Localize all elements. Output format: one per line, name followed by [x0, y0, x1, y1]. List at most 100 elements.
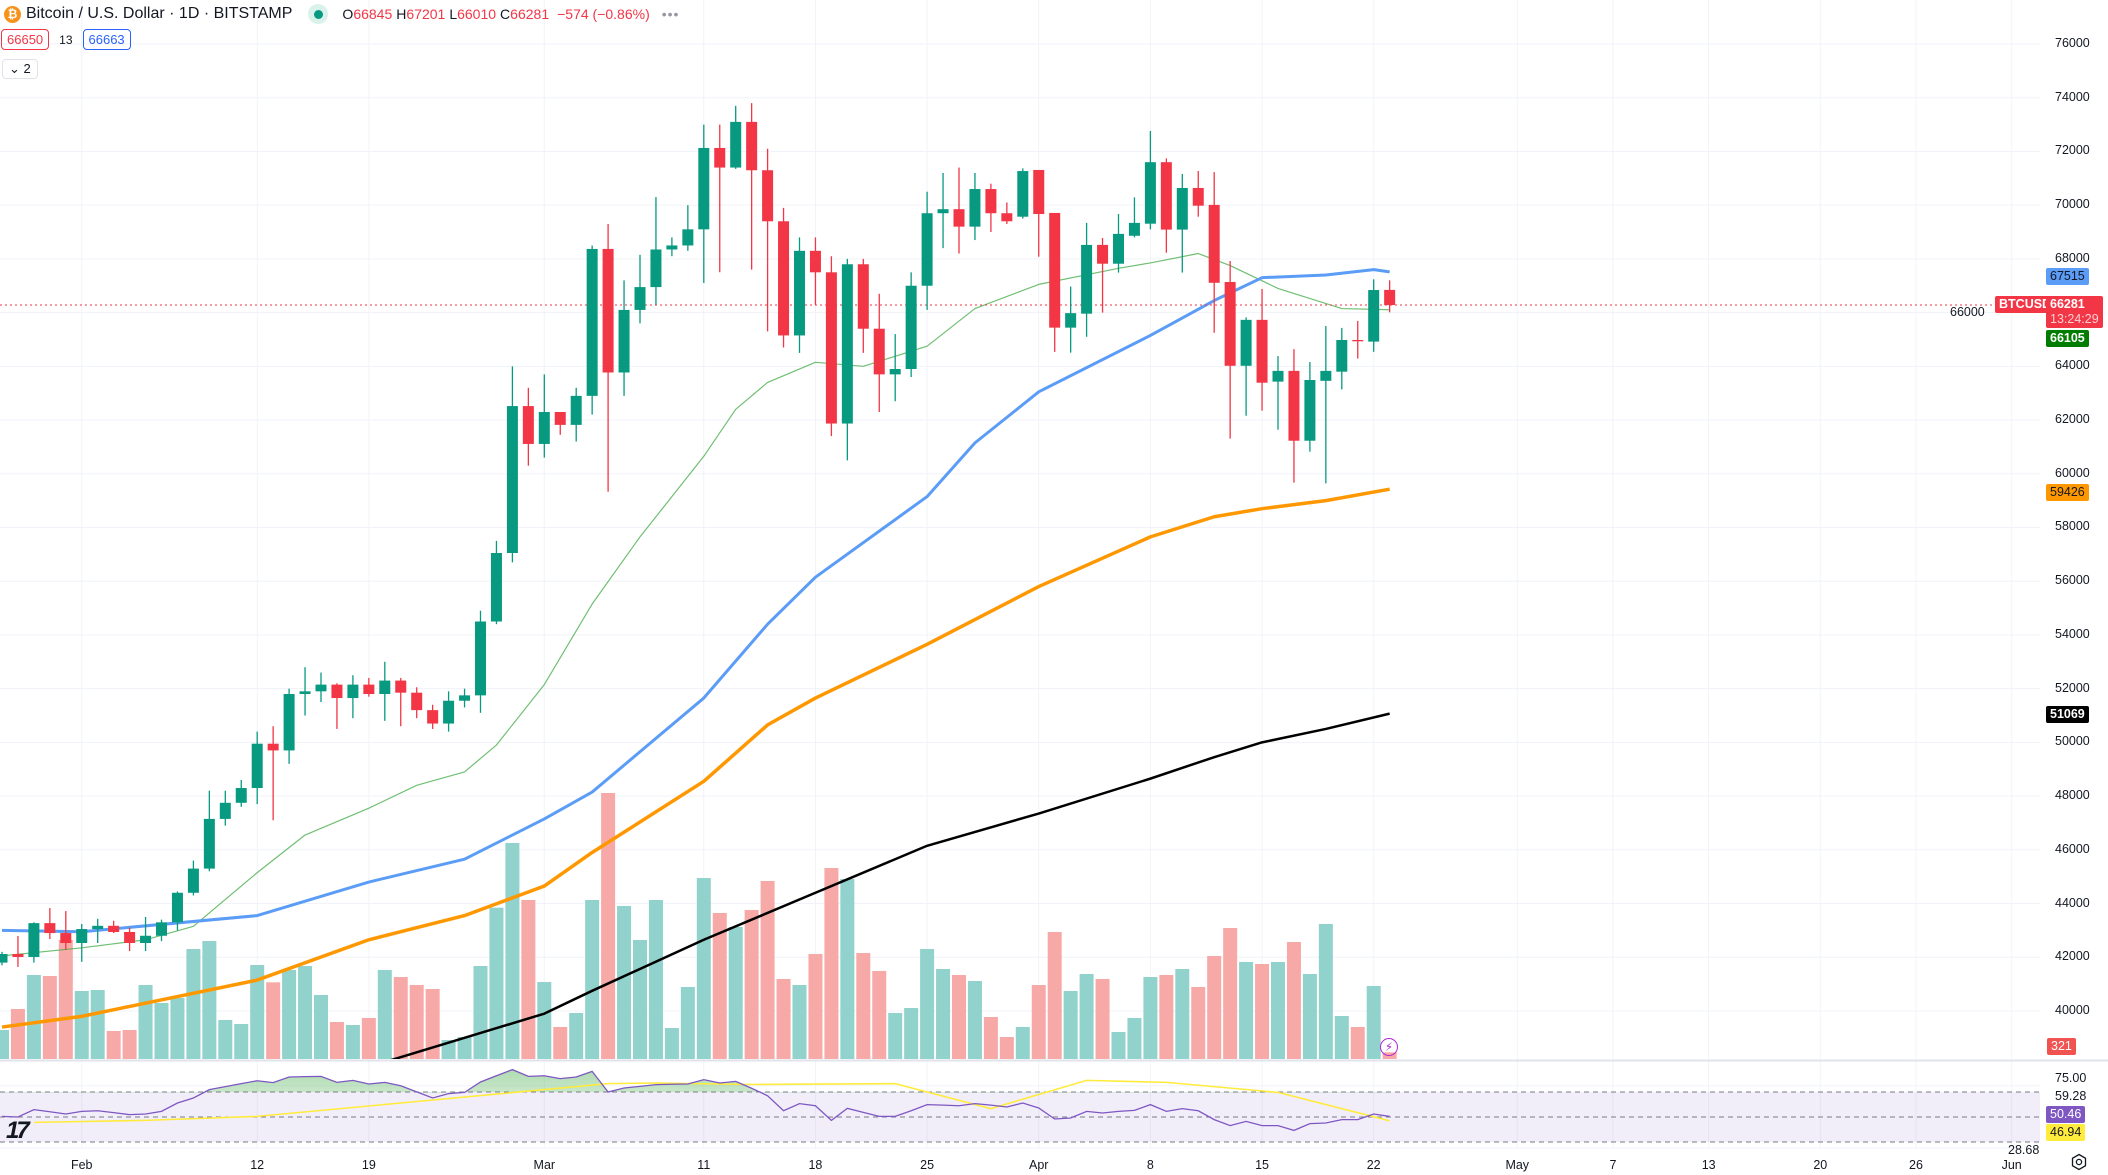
- candle-body: [570, 395, 582, 425]
- time-axis-label: 26: [1909, 1158, 1923, 1172]
- candle-body: [92, 925, 104, 930]
- moving-average-line-3: [390, 712, 1390, 1059]
- volume-bar: [1047, 932, 1062, 1059]
- moving-average-line-0: [1, 252, 1390, 957]
- volume-bar: [361, 1018, 376, 1059]
- candle-body: [602, 248, 614, 373]
- volume-bar: [840, 879, 855, 1059]
- candle-body: [395, 680, 407, 693]
- candle-body: [156, 922, 167, 936]
- volume-bar: [266, 982, 281, 1059]
- time-axis-label: 8: [1146, 1158, 1154, 1172]
- volume-bar: [1031, 985, 1046, 1059]
- candle-body: [219, 802, 231, 819]
- time-axis-label: 13: [1701, 1158, 1716, 1172]
- candle-body: [969, 189, 981, 227]
- volume-bar: [1318, 924, 1333, 1059]
- candle-body: [650, 249, 662, 288]
- price-axis-label: 48000: [2055, 788, 2090, 803]
- volume-bar: [999, 1037, 1014, 1059]
- volume-bar: [792, 985, 807, 1059]
- sell-button[interactable]: 66650: [1, 29, 50, 50]
- candle-body: [506, 406, 518, 553]
- candle-body: [809, 250, 821, 273]
- volume-bar: [744, 910, 759, 1059]
- rsi-ma-line: [33, 1079, 1390, 1124]
- volume-bar: [601, 793, 616, 1059]
- candle-body: [1384, 289, 1396, 306]
- volume-bar: [250, 965, 265, 1059]
- market-open-status-icon[interactable]: [308, 4, 329, 24]
- volume-bar: [1223, 928, 1238, 1059]
- candle-body: [825, 272, 837, 424]
- candle-body: [1049, 212, 1061, 328]
- rsi-line: [1, 1068, 1390, 1132]
- indicators-collapse-button[interactable]: ⌄ 2: [2, 59, 38, 79]
- rsi-pane: [0, 1068, 2040, 1143]
- volume-bar: [648, 900, 663, 1059]
- gear-icon[interactable]: [2070, 1153, 2088, 1171]
- volume-bar: [712, 913, 727, 1059]
- volume-tag: 321: [2047, 1038, 2076, 1055]
- time-axis-label: 18: [808, 1158, 823, 1172]
- price-axis-label: 60000: [2055, 465, 2090, 480]
- rsi-axis-top: 75.00: [2055, 1071, 2087, 1085]
- time-axis-label: Feb: [70, 1158, 93, 1172]
- price-axis-label: 46000: [2055, 841, 2090, 856]
- symbol-legend[interactable]: ₿ Bitcoin / U.S. Dollar · 1D · BITSTAMP …: [4, 2, 679, 26]
- tradingview-logo[interactable]: 17: [6, 1117, 30, 1144]
- ma-black-price-tag: 51069: [2046, 706, 2089, 723]
- candle-body: [0, 954, 8, 963]
- candle-body: [283, 694, 295, 751]
- volume-bar: [505, 843, 520, 1059]
- last-price-value: 66281: [2050, 297, 2085, 311]
- time-axis-label: 15: [1255, 1158, 1269, 1172]
- more-horizontal-icon[interactable]: •••: [661, 6, 680, 22]
- ohlc-open: O66845: [342, 6, 393, 22]
- volume-bar: [1143, 977, 1158, 1059]
- candle-body: [490, 552, 502, 622]
- volume-bar: [888, 1013, 903, 1059]
- candle-body: [1017, 171, 1029, 217]
- time-axis-label: 25: [920, 1158, 935, 1172]
- volume-bar: [904, 1008, 919, 1059]
- candle-body: [140, 935, 152, 944]
- candle-body: [411, 692, 423, 711]
- lightning-icon[interactable]: ⚡: [1380, 1038, 1398, 1056]
- candle-body: [1001, 213, 1013, 222]
- volume-bar: [393, 977, 408, 1059]
- volume-bar: [314, 995, 328, 1059]
- volume-bar: [170, 998, 185, 1059]
- volume-bar: [664, 1028, 679, 1059]
- buy-button[interactable]: 66663: [82, 29, 131, 50]
- volume-bar: [680, 987, 695, 1059]
- ma-green-price-tag: 66105: [2046, 330, 2089, 347]
- time-axis-label: 19: [361, 1158, 376, 1172]
- candle-body: [857, 264, 869, 329]
- candle-body: [841, 264, 853, 424]
- volume-bar: [696, 878, 711, 1059]
- candle-body: [1192, 187, 1204, 206]
- candle-body: [1272, 370, 1284, 382]
- candle-body: [76, 929, 88, 944]
- volume-bar: [218, 1020, 233, 1059]
- candle-body: [586, 248, 598, 396]
- candle-body: [538, 411, 550, 444]
- symbol-tag: BTCUSD: [1995, 296, 2056, 313]
- price-axis-label: 70000: [2055, 197, 2090, 212]
- volume-bar: [1286, 942, 1301, 1059]
- volume-bar: [521, 900, 536, 1059]
- symbol-title[interactable]: Bitcoin / U.S. Dollar · 1D · BITSTAMP: [26, 5, 293, 22]
- volume-bar: [1239, 962, 1254, 1059]
- candle-body: [171, 892, 183, 923]
- volume-bar: [1063, 991, 1078, 1059]
- candle-body: [459, 695, 471, 701]
- candle-body: [1176, 187, 1188, 230]
- candle-body: [124, 931, 136, 944]
- candle-body: [1097, 244, 1109, 264]
- volume-bars: [0, 793, 1397, 1059]
- price-axis-label: 62000: [2055, 412, 2090, 427]
- time-axis-label: Apr: [1029, 1158, 1049, 1172]
- volume-bar: [138, 985, 153, 1059]
